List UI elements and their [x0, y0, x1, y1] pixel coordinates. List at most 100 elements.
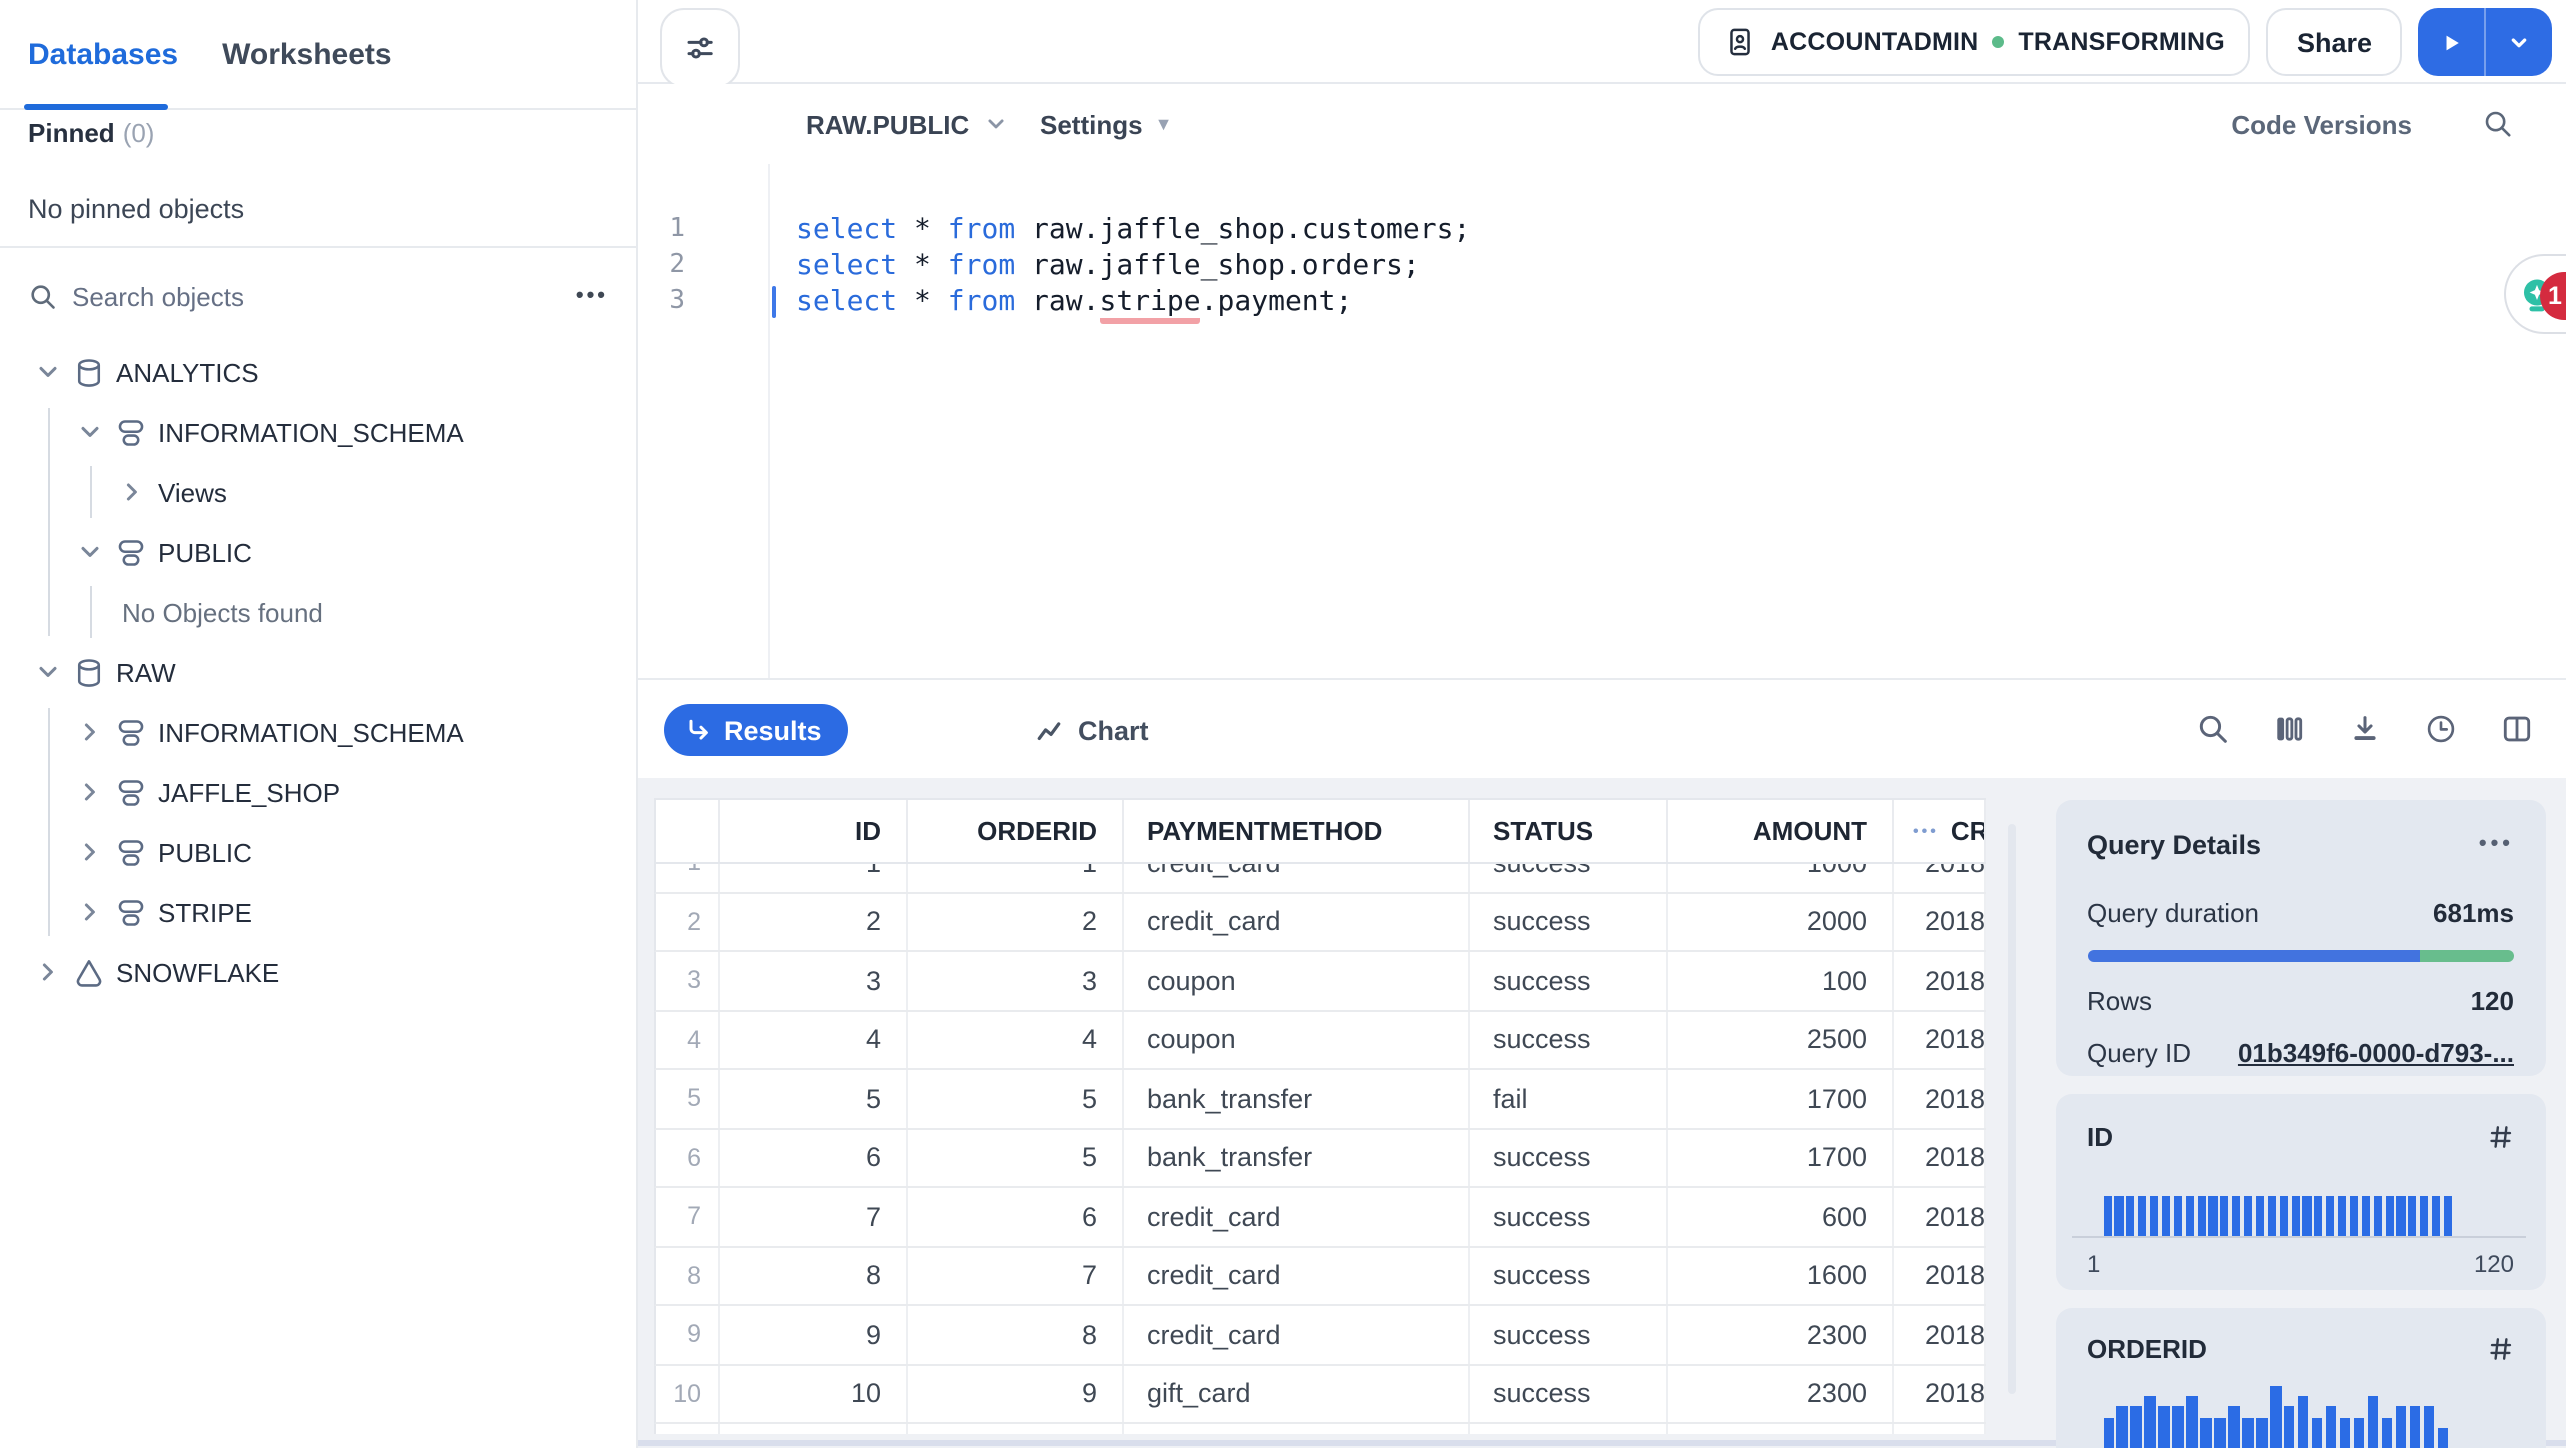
table-row[interactable]: 8 8 7 credit_card success 1600 2018 [653, 1247, 1985, 1306]
histogram-bar [2340, 1417, 2351, 1448]
code-versions-button[interactable]: Code Versions [2231, 109, 2412, 139]
chevron-down-icon[interactable] [32, 356, 64, 388]
object-search[interactable]: Search objects ••• [0, 266, 636, 326]
column-stats-card-orderid[interactable]: ORDERID [2055, 1307, 2546, 1448]
tree-item-label: RAW [116, 657, 176, 687]
run-options-button[interactable] [2484, 8, 2552, 76]
table-cell: 2018 [1893, 1365, 1985, 1422]
column-header-paymentmethod[interactable]: PAYMENTMETHOD [1123, 800, 1469, 862]
chevron-down-icon[interactable] [74, 416, 106, 448]
histogram-bar [2302, 1196, 2312, 1236]
chevron-down-icon[interactable] [74, 536, 106, 568]
query-id-link[interactable]: 01b349f6-0000-d793-... [2237, 1038, 2514, 1068]
table-cell: 2 [719, 893, 907, 950]
tree-item-information-schema[interactable]: INFORMATION_SCHEMA [0, 402, 636, 462]
chevron-right-icon[interactable] [116, 476, 148, 508]
chevron-right-icon[interactable] [74, 776, 106, 808]
column-header-orderid[interactable]: ORDERID [907, 800, 1123, 862]
row-number-cell: 5 [655, 1070, 719, 1127]
editor-hints-pill[interactable]: 1 [2504, 254, 2566, 334]
tree-item-views[interactable]: Views [0, 462, 636, 522]
code-line-3[interactable]: 3 select * from raw.stripe.payment; [638, 284, 2566, 324]
tree-item-label: INFORMATION_SCHEMA [158, 717, 464, 747]
column-menu-dots[interactable]: ••• [1913, 822, 1939, 840]
chevron-right-icon[interactable] [74, 716, 106, 748]
table-cell: 2000 [1667, 893, 1893, 950]
column-header-status[interactable]: STATUS [1469, 800, 1667, 862]
tree-item-raw[interactable]: RAW [0, 642, 636, 702]
tree-item-snowflake[interactable]: SNOWFLAKE [0, 942, 636, 1002]
search-results-icon[interactable] [2196, 712, 2230, 746]
split-panel-icon[interactable] [2500, 712, 2534, 746]
settings-dropdown[interactable]: Settings ▼ [1040, 84, 1172, 164]
tree-item-jaffle-shop[interactable]: JAFFLE_SHOP [0, 762, 636, 822]
sql-token-plain: * [897, 214, 948, 246]
sql-token-plain: raw. [1015, 286, 1100, 318]
filters-button[interactable] [660, 8, 740, 88]
editor-search-icon[interactable] [2482, 108, 2514, 140]
code-line-1[interactable]: 1 select * from raw.jaffle_shop.customers… [638, 212, 2566, 248]
horizontal-scrollbar[interactable] [638, 1440, 2566, 1446]
chevron-down-icon[interactable] [32, 656, 64, 688]
tree-item-public[interactable]: PUBLIC [0, 522, 636, 582]
query-details-menu[interactable]: ••• [2478, 832, 2514, 856]
context-role-warehouse-button[interactable]: ACCOUNTADMIN TRANSFORMING [1698, 8, 2251, 76]
tree-item-stripe[interactable]: STRIPE [0, 882, 636, 942]
table-cell: 5 [907, 1070, 1123, 1127]
tab-chart[interactable]: Chart [1034, 704, 1149, 756]
table-cell: success [1469, 1306, 1667, 1363]
tree-item-public[interactable]: PUBLIC [0, 822, 636, 882]
table-cell: coupon [1123, 952, 1469, 1009]
numeric-column-icon [2488, 1336, 2514, 1362]
table-cell: success [1469, 1365, 1667, 1422]
table-cell: 2 [907, 893, 1123, 950]
table-row[interactable]: 10 10 9 gift_card success 2300 2018 [653, 1365, 1985, 1424]
chevron-right-icon[interactable] [74, 896, 106, 928]
column-header-id[interactable]: ID [719, 800, 907, 862]
query-duration-label: Query duration [2087, 898, 2259, 928]
column-header-amount[interactable]: AMOUNT [1667, 800, 1893, 862]
table-row[interactable]: 5 5 5 bank_transfer fail 1700 2018 [653, 1070, 1985, 1129]
tree-item-analytics[interactable]: ANALYTICS [0, 342, 636, 402]
table-cell: 2018 [1893, 1070, 1985, 1127]
tab-results[interactable]: Results [664, 704, 848, 756]
table-row[interactable] [653, 1424, 1985, 1434]
column-header-created[interactable]: ••• CREATED [1893, 800, 1985, 862]
search-input[interactable]: Search objects [72, 281, 244, 311]
histogram-bar [2368, 1396, 2379, 1448]
code-line-2[interactable]: 2 select * from raw.jaffle_shop.orders; [638, 248, 2566, 284]
tab-databases[interactable]: Databases [28, 37, 179, 71]
chevron-down-icon [981, 110, 1009, 138]
tree-item-information-schema[interactable]: INFORMATION_SCHEMA [0, 702, 636, 762]
histogram-bar [2256, 1417, 2268, 1448]
tab-worksheets[interactable]: Worksheets [222, 37, 392, 71]
run-split-button [2418, 8, 2552, 76]
sidebar-more-menu[interactable]: ••• [575, 284, 608, 308]
table-row[interactable]: 9 9 8 credit_card success 2300 2018 [653, 1306, 1985, 1365]
table-row[interactable]: 2 2 2 credit_card success 2000 2018 [653, 893, 1985, 952]
table-cell: 2018 [1893, 952, 1985, 1009]
run-button[interactable] [2418, 8, 2484, 76]
database-schema-selector[interactable]: RAW.PUBLIC [806, 84, 1009, 164]
column-stats-card-id[interactable]: ID 1 120 [2055, 1094, 2546, 1289]
table-row[interactable]: 6 6 5 bank_transfer success 1700 2018 [653, 1129, 1985, 1188]
download-icon[interactable] [2348, 712, 2382, 746]
histogram-bar [2373, 1196, 2382, 1236]
table-row[interactable]: 3 3 3 coupon success 100 2018 [653, 952, 1985, 1011]
histogram-bar [2438, 1427, 2449, 1448]
table-row[interactable]: 7 7 6 credit_card success 600 2018 [653, 1188, 1985, 1247]
history-clock-icon[interactable] [2424, 712, 2458, 746]
chevron-right-icon[interactable] [32, 956, 64, 988]
table-cell: 3 [907, 952, 1123, 1009]
pinned-count: (0) [122, 118, 155, 148]
sql-editor[interactable]: 1 select * from raw.jaffle_shop.customers… [638, 164, 2566, 678]
chevron-right-icon[interactable] [74, 836, 106, 868]
column-header-label: CREATED [1950, 816, 1983, 846]
vertical-scrollbar[interactable] [2008, 824, 2016, 1394]
share-button[interactable]: Share [2266, 8, 2402, 76]
table-row[interactable]: 4 4 4 coupon success 2500 2018 [653, 1011, 1985, 1070]
row-number-cell [655, 1424, 719, 1434]
columns-icon[interactable] [2272, 712, 2306, 746]
table-cell: 6 [719, 1129, 907, 1186]
